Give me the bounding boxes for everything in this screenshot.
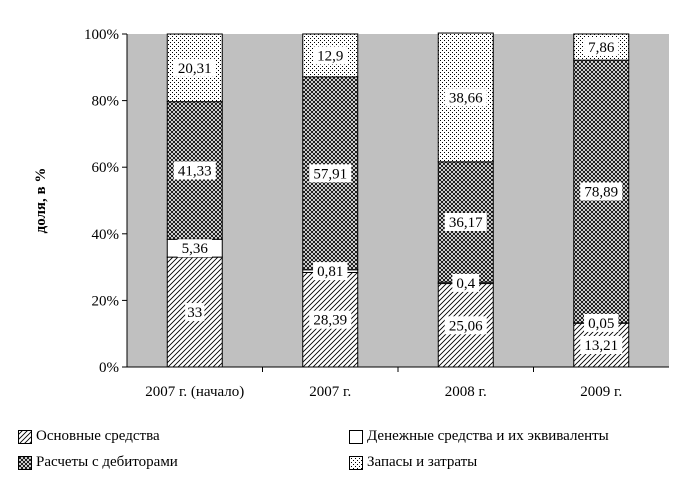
data-label-bg xyxy=(584,313,619,332)
y-tick-label: 100% xyxy=(84,27,119,43)
data-label: 13,21 xyxy=(584,338,618,354)
y-axis-label: доля, в % xyxy=(33,168,49,234)
data-label-bg xyxy=(444,316,487,335)
x-tick-label: 2008 г. xyxy=(445,384,487,400)
y-tick-label: 20% xyxy=(92,293,120,309)
data-label-bg xyxy=(580,336,623,355)
y-tick-label: 40% xyxy=(92,227,120,243)
legend: Основные средства Денежные средства и их… xyxy=(0,420,688,480)
x-tick-label: 2007 г. xyxy=(309,384,351,400)
data-label-bg xyxy=(173,58,216,77)
legend-item-receivables: Расчеты с дебиторами xyxy=(18,454,178,471)
data-label: 41,33 xyxy=(178,163,212,179)
data-label-bg xyxy=(173,161,216,180)
data-label-bg xyxy=(444,212,487,231)
data-label-bg xyxy=(309,164,352,183)
data-label: 38,66 xyxy=(449,90,483,106)
data-label-bg xyxy=(313,46,348,65)
data-label: 0,4 xyxy=(456,276,475,292)
x-tick-label: 2007 г. (начало) xyxy=(145,384,244,400)
legend-item-cash: Денежные средства и их эквиваленты xyxy=(349,428,609,445)
data-label: 33 xyxy=(187,305,202,321)
data-label-bg xyxy=(185,303,205,322)
legend-label-inventories: Запасы и затраты xyxy=(367,454,478,470)
stacked-bar-chart: 0% 20% 40% 60% 80% 100% доля, в % 2007 г. (нача… xyxy=(33,27,669,400)
x-tick-label: 2009 г. xyxy=(580,384,622,400)
legend-swatch-white-icon xyxy=(349,429,363,444)
legend-label-cash: Денежные средства и их эквиваленты xyxy=(367,428,609,444)
data-label-bg xyxy=(580,182,623,201)
data-label: 36,17 xyxy=(449,215,483,231)
legend-label-fixed-assets: Основные средства xyxy=(36,428,160,444)
legend-item-inventories: Запасы и затраты xyxy=(349,454,477,471)
data-label: 5,36 xyxy=(182,241,209,257)
data-label-bg xyxy=(584,38,619,57)
legend-label-receivables: Расчеты с дебиторами xyxy=(36,454,178,470)
data-label-bg xyxy=(313,262,348,281)
data-label: 57,91 xyxy=(313,166,347,182)
y-tick-label: 60% xyxy=(92,160,120,176)
data-label: 78,89 xyxy=(584,184,618,200)
data-label: 12,9 xyxy=(317,48,343,64)
data-label: 25,06 xyxy=(449,318,483,334)
data-label: 7,86 xyxy=(588,40,615,56)
y-tick-label: 80% xyxy=(92,94,120,110)
legend-item-fixed-assets: Основные средства xyxy=(18,428,160,445)
y-tick-label: 0% xyxy=(99,360,119,376)
data-label: 20,31 xyxy=(178,61,212,77)
legend-swatch-crosshatch-icon xyxy=(18,455,32,470)
data-label-bg xyxy=(309,310,352,329)
data-label: 0,81 xyxy=(317,264,343,280)
data-label-bg xyxy=(177,239,212,258)
data-label: 0,05 xyxy=(588,316,614,332)
data-label-bg xyxy=(452,273,480,292)
data-label: 28,39 xyxy=(313,313,347,329)
legend-swatch-dots-icon xyxy=(349,455,363,470)
legend-swatch-hatch-icon xyxy=(18,429,32,444)
data-label-bg xyxy=(444,88,487,107)
